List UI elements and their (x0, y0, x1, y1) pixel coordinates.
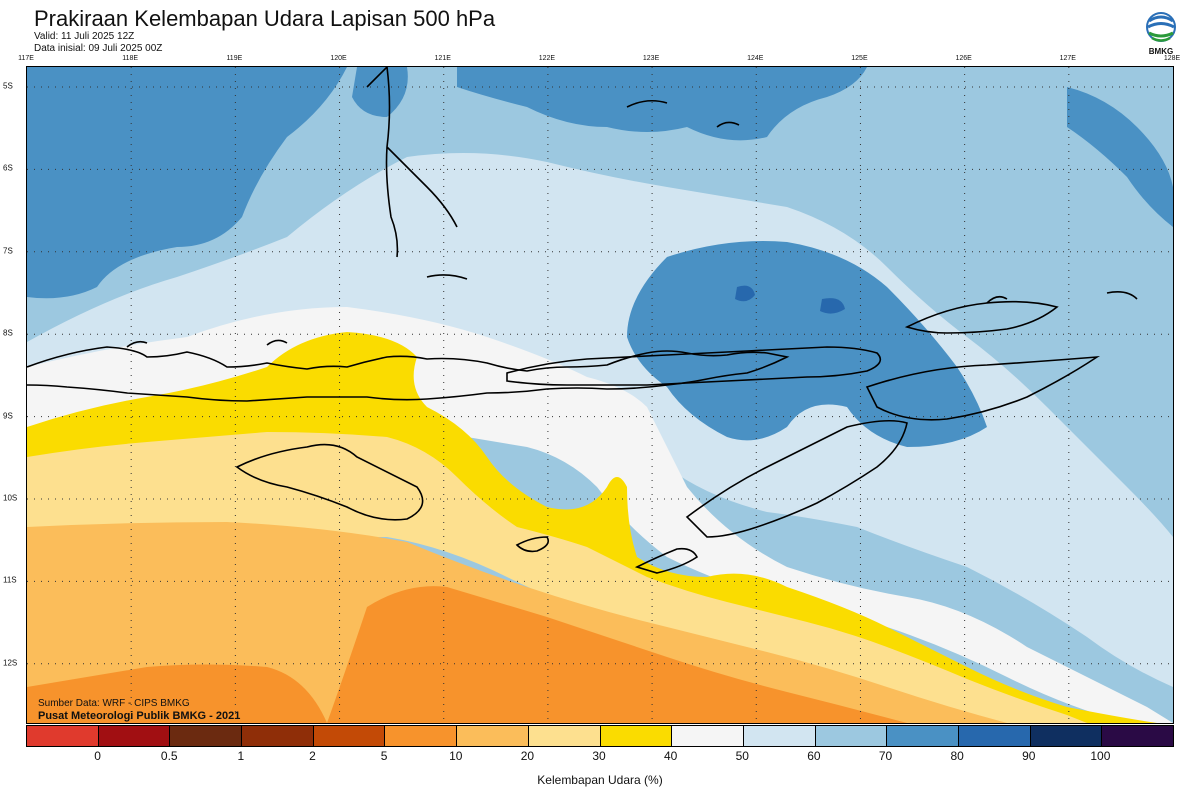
colorbar-cell (1102, 726, 1173, 746)
colorbar-cell (600, 726, 673, 746)
colorbar-tick-label: 70 (878, 749, 893, 763)
bmkg-logo: BMKG (1143, 9, 1187, 57)
colorbar-tick-label: 10 (449, 749, 463, 763)
coastlines (27, 67, 1138, 574)
colorbar-tick-label: 100 (1090, 749, 1111, 763)
latitude-label: 9S (3, 411, 13, 421)
colorbar-cell (313, 726, 386, 746)
colorbar-cell (27, 726, 99, 746)
colorbar-cell (887, 726, 959, 746)
coastline-sumba (235, 443, 424, 521)
colorbar-tick-label: 5 (380, 749, 388, 763)
colorbar-cell (170, 726, 243, 746)
latitude-label: 12S (3, 658, 18, 668)
colorbar-tick-label: 0.5 (160, 749, 178, 763)
colorbar-tick-label: 30 (592, 749, 606, 763)
colorbar-cell (743, 726, 816, 746)
coastline-small-islands (126, 99, 1138, 348)
colorbar-tick-label: 1 (237, 749, 245, 763)
colorbar-tick-label: 40 (663, 749, 678, 763)
colorbar-cell (815, 726, 888, 746)
coastline-sulawesi (366, 67, 458, 258)
humidity-region-blue (457, 67, 867, 141)
colorbar-cell (672, 726, 744, 746)
humidity-region-blue (352, 67, 408, 117)
coastline-timor (685, 419, 908, 538)
longitude-label: 120E (330, 55, 347, 62)
coastline-savu (515, 536, 550, 553)
latitude-label: 7S (3, 246, 13, 256)
credit-source: Sumber Data: WRF - CIPS BMKG (38, 698, 190, 709)
valid-time: Valid: 11 Juli 2025 12Z (34, 31, 135, 42)
longitude-label: 117E (18, 55, 34, 62)
longitude-label: 125E (851, 55, 868, 62)
colorbar-cell (528, 726, 601, 746)
latitude-label: 6S (3, 163, 13, 173)
logo-text: BMKG (1149, 47, 1173, 56)
humidity-region-dry-orange (27, 664, 327, 723)
colorbar-cell (457, 726, 529, 746)
humidity-region-yellow (27, 332, 1157, 723)
humidity-region-dry-orange (327, 586, 907, 723)
coastline-banda-outline (865, 355, 1101, 421)
longitude-label: 118E (122, 55, 139, 62)
latitude-label: 8S (3, 328, 13, 338)
humidity-map (26, 66, 1174, 724)
colorbar-tick-label: 20 (520, 749, 535, 763)
longitude-label: 127E (1059, 55, 1076, 62)
latitude-label: 11S (3, 575, 17, 585)
coastline-flores (506, 346, 882, 386)
longitude-label: 121E (434, 55, 451, 62)
longitude-label: 124E (747, 55, 764, 62)
humidity-region-blue (27, 67, 347, 299)
longitude-label: 119E (226, 55, 243, 62)
humidity-region-dark-blue (820, 298, 845, 314)
map-graticule (27, 67, 1173, 723)
colorbar-cell (98, 726, 171, 746)
humidity-region-blue (1067, 87, 1173, 227)
coastline-rote (634, 547, 699, 574)
colorbar-tick-label: 50 (735, 749, 749, 763)
colorbar-tick-label: 60 (807, 749, 821, 763)
humidity-region-pale-orange (27, 432, 1087, 723)
colorbar-tick-label: 0 (94, 749, 101, 763)
latitude-label: 10S (3, 493, 18, 503)
colorbar-cell (1030, 726, 1103, 746)
longitude-label: 122E (538, 55, 556, 62)
colorbar-cell (385, 726, 458, 746)
colorbar-tick-label: 80 (950, 749, 964, 763)
latitude-label: 5S (3, 81, 13, 91)
coastline-wetar-alor (904, 300, 1059, 334)
colorbar-tick-label: 90 (1022, 749, 1036, 763)
longitude-label: 123E (642, 55, 660, 62)
longitude-label: 128E (1163, 55, 1181, 62)
humidity-region-blue (627, 241, 987, 447)
credit-organization: Pusat Meteorologi Publik BMKG - 2021 (38, 710, 241, 722)
colorbar-cell (242, 726, 314, 746)
coastline-lombok-sumbawa (27, 346, 790, 402)
init-time: Data inisial: 09 Juli 2025 00Z (34, 43, 163, 54)
colorbar-tick-label: 2 (309, 749, 316, 763)
colorbar-label: Kelembapan Udara (%) (537, 773, 663, 787)
humidity-region-dark-blue (735, 285, 755, 302)
humidity-colorbar (26, 725, 1174, 747)
colorbar-cell (958, 726, 1031, 746)
page-title: Prakiraan Kelembapan Udara Lapisan 500 h… (34, 6, 496, 31)
longitude-label: 126E (955, 55, 972, 62)
